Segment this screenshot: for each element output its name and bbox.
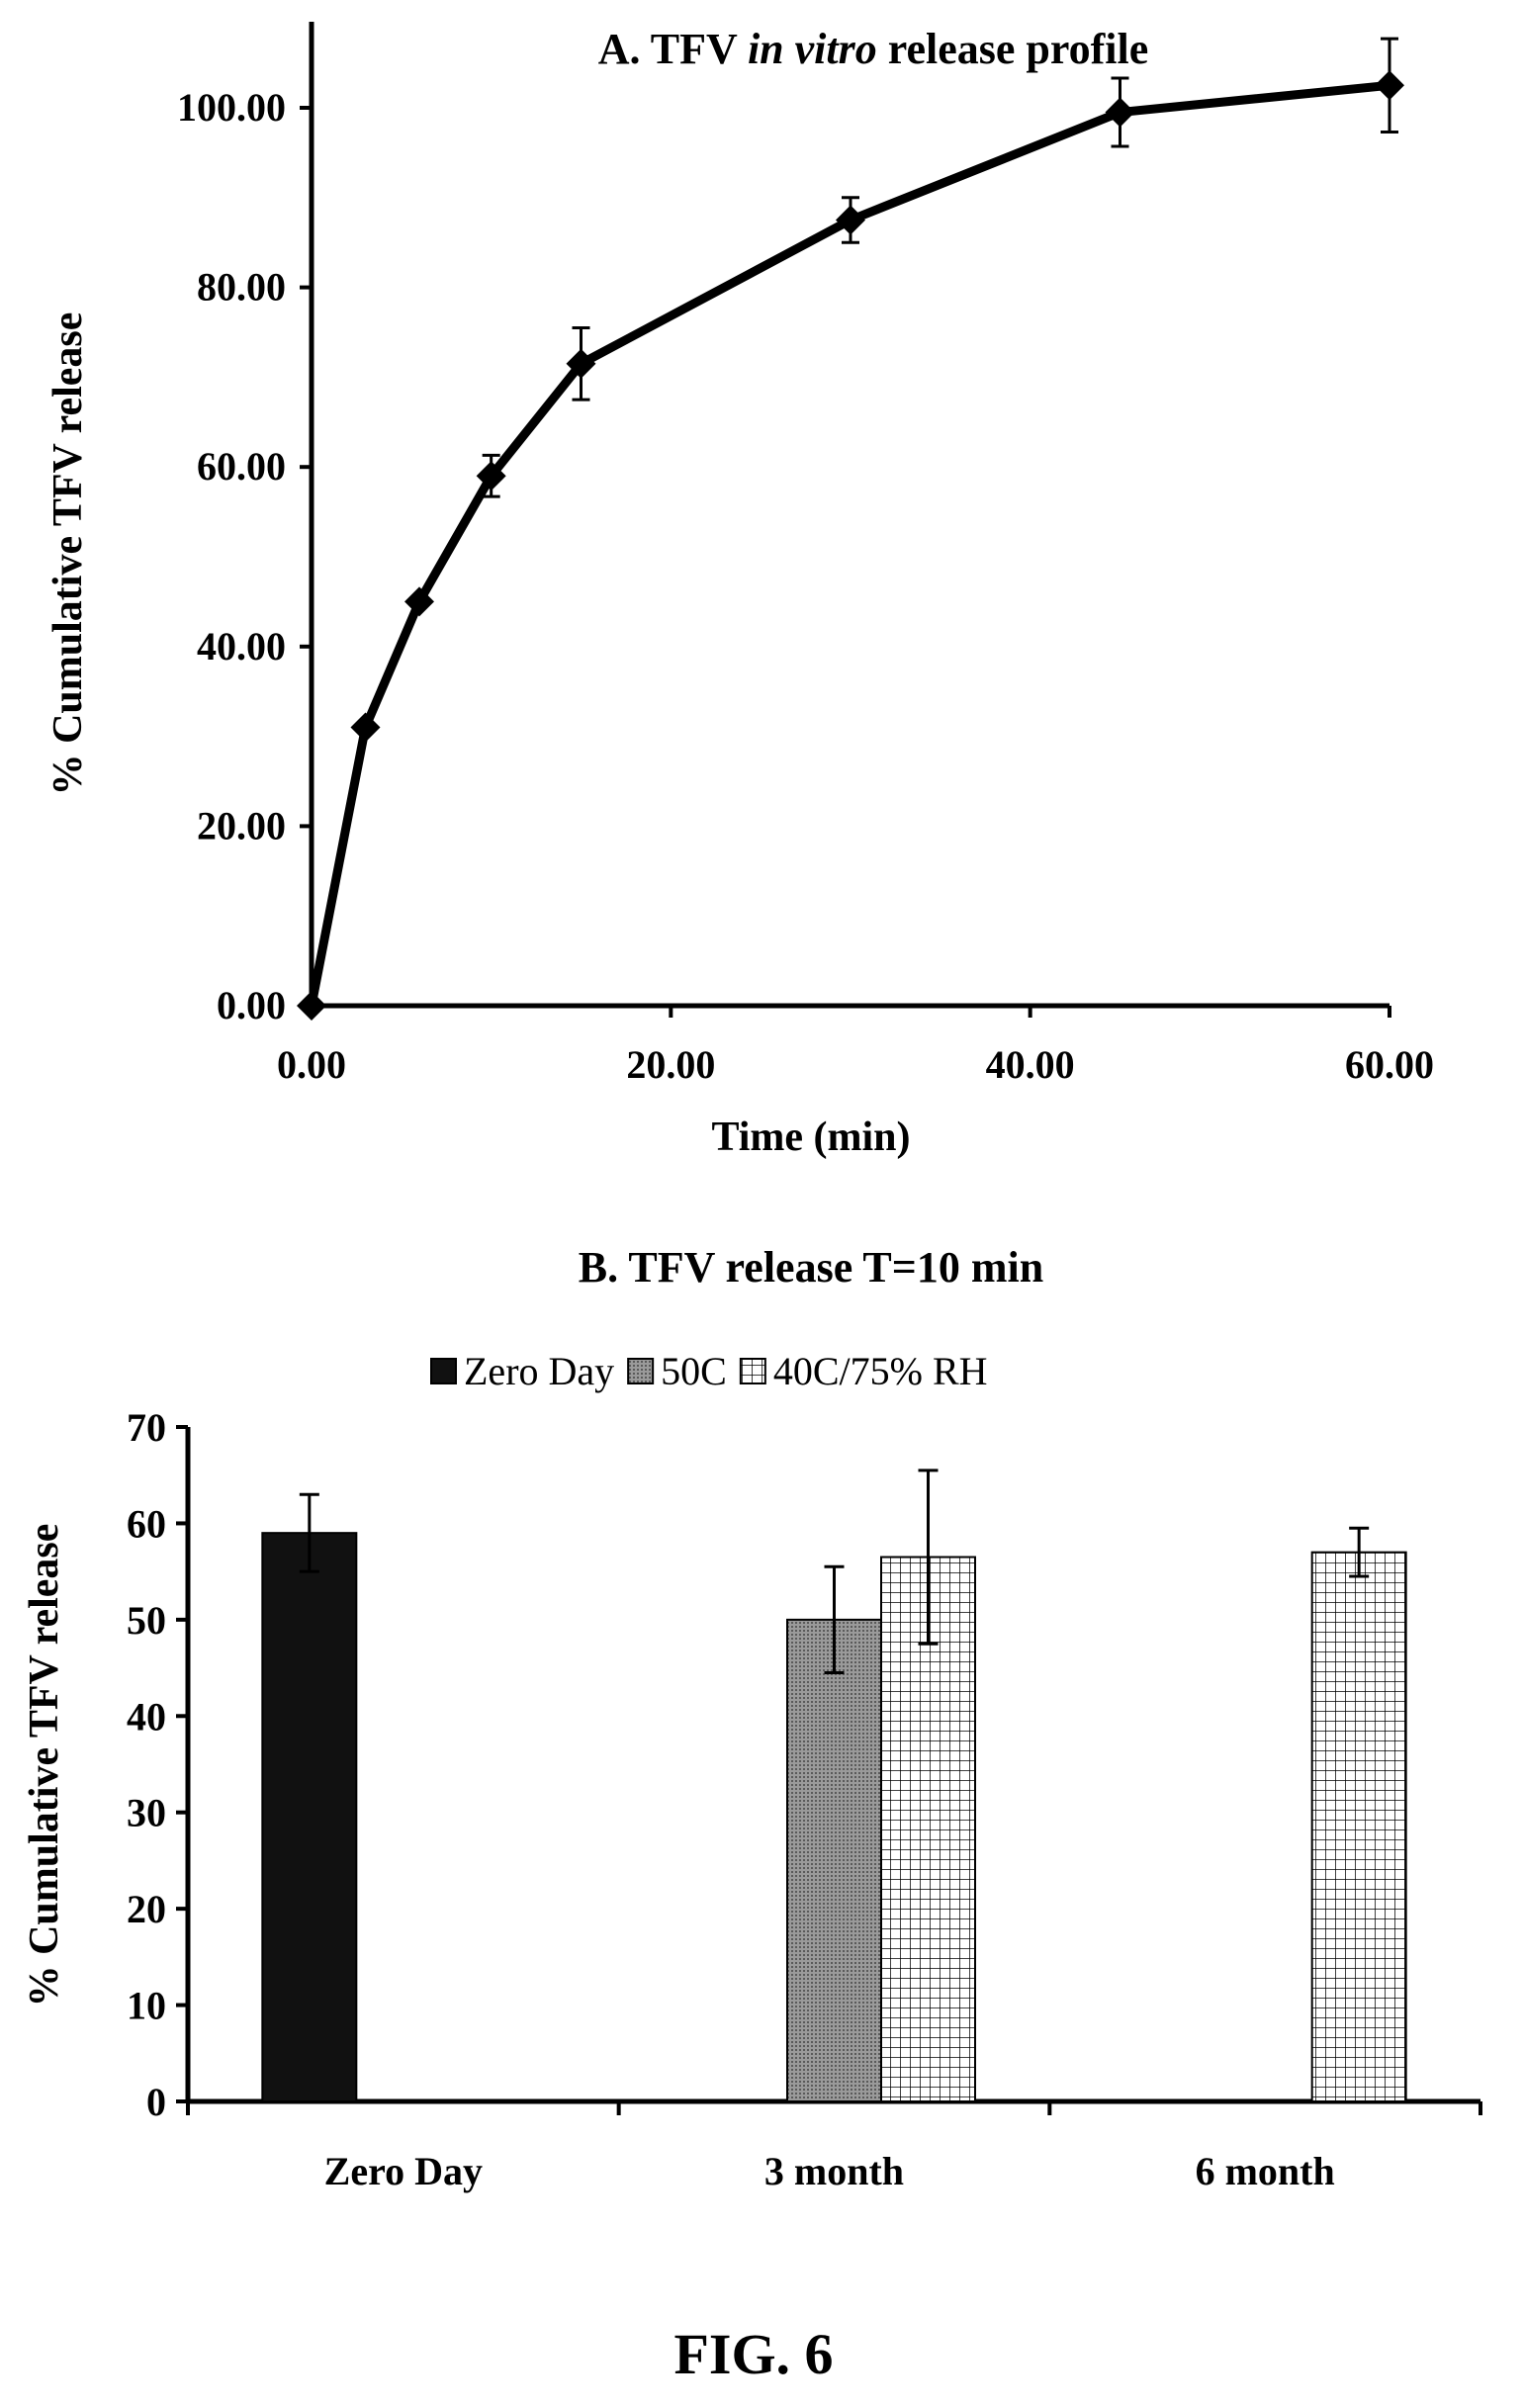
chart-a-y-label: % Cumulative TFV release	[45, 312, 91, 796]
chart-a-data-point	[566, 348, 596, 379]
chart-b-error-bar	[824, 1564, 845, 1674]
chart-a-y-tick-label: 80.00	[197, 265, 286, 310]
chart-b-bar	[880, 1556, 976, 2102]
chart-b-legend-label: 50C	[661, 1349, 727, 1393]
chart-b-bar	[261, 1532, 358, 2102]
chart-a-data-point	[350, 712, 381, 743]
chart-a-y-tick-label: 20.00	[197, 803, 286, 847]
chart-b-x-tick-label: 3 month	[764, 2149, 904, 2193]
chart-a-x-tick-label: 40.00	[986, 1042, 1075, 1087]
chart-b-error-bar	[1349, 1526, 1370, 1578]
chart-b-legend-label: Zero Day	[464, 1349, 614, 1393]
chart-a-data-point	[476, 461, 506, 491]
chart-b-legend-swatch	[627, 1358, 655, 1384]
chart-b-legend-label: 40C/75% RH	[773, 1349, 988, 1393]
chart-a-series	[297, 37, 1404, 1021]
chart-b-bars	[261, 1469, 1407, 2103]
chart-b-y-tick-label: 0	[146, 2080, 166, 2124]
chart-b-y-tick-label: 10	[127, 1984, 166, 2028]
chart-b-y-label: % Cumulative TFV release	[22, 1524, 67, 2007]
chart-a-data-point	[297, 991, 326, 1021]
chart-b-y-tick-label: 40	[127, 1694, 166, 1739]
chart-a: A. TFV in vitro release profile % Cumula…	[45, 22, 1434, 1160]
chart-b-legend-swatch	[430, 1358, 457, 1384]
chart-a-x-tick-label: 20.00	[626, 1042, 715, 1087]
chart-a-data-point	[404, 586, 434, 617]
figure-label: FIG. 6	[673, 2322, 833, 2386]
chart-b-error-bar	[918, 1469, 939, 1646]
chart-b-x-tick-label: 6 month	[1196, 2149, 1335, 2193]
chart-a-data-point	[1375, 70, 1404, 101]
chart-a-x-label: Time (min)	[711, 1115, 910, 1160]
chart-a-data-point	[836, 205, 865, 235]
chart-b: B. TFV release T=10 min Zero Day 50C 40C/7…	[22, 1243, 1482, 2193]
chart-a-title-suffix: release profile	[877, 25, 1149, 73]
chart-a-data-point	[1105, 97, 1135, 128]
chart-a-x-tick-label: 60.00	[1345, 1042, 1434, 1087]
chart-b-y-tick-label: 20	[127, 1887, 166, 1931]
chart-a-y-tick-label: 0.00	[217, 983, 286, 1027]
chart-b-y-tick-label: 70	[127, 1405, 166, 1450]
chart-a-y-tick-label: 60.00	[197, 444, 286, 489]
chart-a-title: A. TFV in vitro release profile	[598, 25, 1149, 73]
chart-b-error-bar	[299, 1492, 319, 1573]
chart-b-legend: Zero Day 50C 40C/75% RH	[430, 1349, 988, 1393]
chart-a-axes	[309, 22, 1390, 1009]
chart-b-x-tick-label: Zero Day	[324, 2149, 483, 2193]
chart-b-bar	[786, 1618, 882, 2103]
chart-a-x-tick-label: 0.00	[277, 1042, 346, 1087]
chart-a-y-tick-label: 40.00	[197, 624, 286, 669]
chart-b-legend-swatch	[739, 1358, 766, 1384]
chart-b-y-tick-label: 50	[127, 1598, 166, 1643]
chart-b-title: B. TFV release T=10 min	[579, 1243, 1043, 1292]
chart-b-ticks: 0 10 20 30 40 50 60 70 Zero Day 3 month 6 month	[127, 1405, 1482, 2193]
chart-b-y-tick-label: 30	[127, 1791, 166, 1835]
chart-a-y-tick-label: 100.00	[177, 85, 286, 130]
chart-b-bar	[1310, 1551, 1407, 2102]
chart-a-title-prefix: A. TFV	[598, 25, 748, 73]
chart-a-series-line	[307, 80, 1390, 1007]
chart-b-y-tick-label: 60	[127, 1501, 166, 1546]
chart-a-ticks: 0.00 20.00 40.00 60.00 80.00 100.00 0.00 20.00 4…	[177, 85, 1434, 1087]
chart-a-title-italic: in vitro	[748, 25, 877, 73]
